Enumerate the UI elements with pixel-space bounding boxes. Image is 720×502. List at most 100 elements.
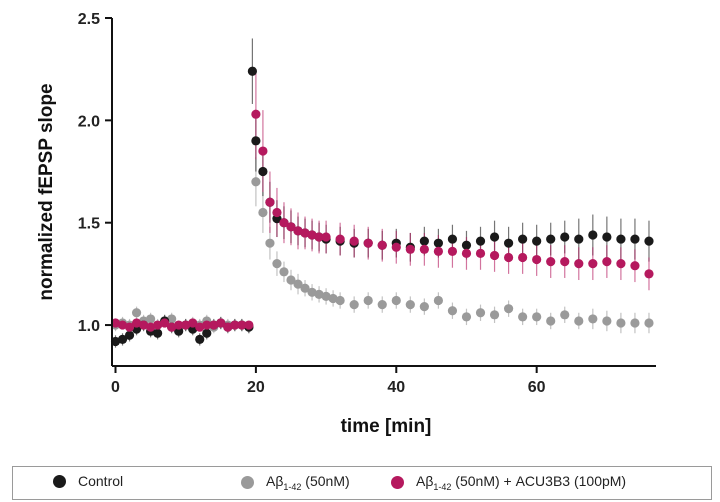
data-point-abeta-acu3b3	[602, 257, 612, 267]
legend-label-abeta-subscript: 1-42	[283, 481, 302, 492]
data-point-abeta-acu3b3	[616, 259, 626, 269]
legend-label-abeta: Aβ	[266, 473, 284, 489]
data-point-abeta	[321, 291, 331, 301]
data-point-abeta	[405, 299, 415, 310]
data-point-control	[447, 234, 458, 244]
data-point-control	[475, 236, 486, 246]
data-point-control	[602, 232, 612, 242]
data-point-abeta	[447, 306, 458, 316]
data-point-abeta-acu3b3	[153, 320, 163, 330]
data-point-abeta	[265, 238, 275, 248]
data-point-control	[616, 234, 626, 244]
legend-label-abeta-acu3b3-subscript: 1-42	[433, 481, 452, 492]
data-point-control	[546, 234, 556, 244]
data-point-control	[251, 136, 261, 146]
data-point-abeta	[518, 312, 528, 322]
data-point-abeta	[131, 308, 142, 318]
data-point-abeta-acu3b3	[630, 261, 640, 271]
data-point-abeta	[574, 316, 584, 326]
data-point-abeta-acu3b3	[223, 322, 233, 332]
data-point-abeta-acu3b3	[461, 248, 472, 259]
data-point-abeta-acu3b3	[181, 320, 191, 330]
legend-label-abeta-acu3b3: Aβ	[416, 473, 434, 489]
data-point-abeta	[546, 316, 556, 326]
data-point-abeta	[272, 259, 282, 269]
data-point-control	[117, 334, 128, 344]
legend-label-control: Control	[78, 473, 124, 489]
data-point-abeta	[293, 279, 303, 289]
data-point-abeta-acu3b3	[574, 259, 584, 269]
data-point-abeta	[630, 318, 640, 328]
data-point-control	[644, 236, 654, 246]
data-point-abeta-acu3b3	[419, 244, 429, 254]
x-tick-label: 40	[387, 379, 405, 396]
data-point-abeta-acu3b3	[518, 252, 528, 263]
data-point-abeta-acu3b3	[433, 246, 443, 256]
data-point-abeta-acu3b3	[335, 234, 345, 244]
data-point-abeta-acu3b3	[560, 257, 570, 267]
data-point-abeta	[286, 275, 296, 285]
data-point-abeta	[300, 283, 310, 293]
y-tick-label: 1.0	[78, 318, 100, 335]
data-point-control	[588, 230, 598, 240]
legend-item-abeta-acu3b3: Aβ1-42 (50nM) + ACU3B3 (100pM)	[391, 473, 626, 492]
data-point-abeta-acu3b3	[279, 218, 289, 228]
data-point-abeta-acu3b3	[300, 228, 310, 238]
data-point-abeta	[532, 312, 542, 322]
data-point-abeta-acu3b3	[258, 146, 268, 156]
data-point-control	[560, 232, 570, 242]
data-point-abeta-acu3b3	[237, 320, 247, 330]
x-tick-label: 60	[528, 379, 546, 396]
data-point-abeta	[391, 295, 401, 306]
data-point-abeta-acu3b3	[110, 318, 121, 328]
data-point-control	[258, 166, 268, 177]
x-tick-label: 0	[111, 379, 120, 396]
data-point-abeta-acu3b3	[117, 320, 128, 330]
data-point-abeta-acu3b3	[188, 318, 198, 328]
chart-canvas: 1.0 1.5 2.0 2.5 0 20 40 60 time [min] normalize…	[36, 11, 656, 437]
data-point-abeta-acu3b3	[447, 246, 458, 256]
data-point-abeta	[314, 289, 324, 299]
legend-label-abeta-acu3b3-rest: (50nM) + ACU3B3 (100pM)	[451, 473, 627, 489]
legend-label-abeta-rest: (50nM)	[301, 473, 350, 489]
data-point-abeta-acu3b3	[489, 250, 500, 261]
data-point-control	[110, 336, 121, 347]
data-point-abeta-acu3b3	[230, 320, 240, 330]
data-point-control	[503, 238, 514, 248]
data-point-abeta	[560, 310, 570, 320]
data-point-abeta-acu3b3	[475, 248, 486, 259]
data-point-abeta-acu3b3	[160, 318, 170, 328]
data-point-abeta-acu3b3	[167, 322, 177, 332]
data-point-control	[518, 234, 528, 244]
data-point-abeta-acu3b3	[532, 254, 542, 265]
data-point-abeta	[489, 310, 500, 320]
x-axis-title: time [min]	[341, 416, 432, 437]
data-point-abeta-acu3b3	[174, 320, 184, 330]
legend-marker-abeta	[241, 475, 254, 489]
data-point-abeta-acu3b3	[314, 232, 324, 242]
data-point-abeta-acu3b3	[503, 252, 514, 263]
data-point-control	[124, 330, 135, 340]
data-point-abeta-acu3b3	[349, 236, 359, 246]
y-tick-label: 2.0	[78, 113, 100, 130]
data-point-abeta	[419, 302, 429, 312]
data-point-abeta-acu3b3	[124, 322, 135, 332]
ticks-layer: 1.0 1.5 2.0 2.5 0 20 40 60	[78, 11, 546, 396]
data-point-abeta	[335, 295, 345, 306]
data-point-abeta-acu3b3	[405, 244, 415, 254]
data-point-abeta	[588, 314, 598, 324]
y-tick-label: 2.5	[78, 11, 100, 28]
data-point-abeta	[279, 267, 289, 277]
x-tick-label: 20	[247, 379, 265, 396]
data-point-abeta	[167, 314, 177, 324]
data-point-abeta-acu3b3	[272, 207, 282, 218]
data-point-abeta	[258, 207, 268, 218]
data-point-abeta-acu3b3	[286, 222, 296, 232]
data-point-control	[461, 240, 472, 250]
data-point-abeta	[616, 318, 626, 328]
data-point-abeta-acu3b3	[244, 320, 254, 330]
data-point-abeta-acu3b3	[321, 232, 331, 242]
data-points-layer	[110, 66, 654, 347]
data-point-abeta-acu3b3	[293, 226, 303, 236]
data-point-abeta	[377, 299, 387, 310]
